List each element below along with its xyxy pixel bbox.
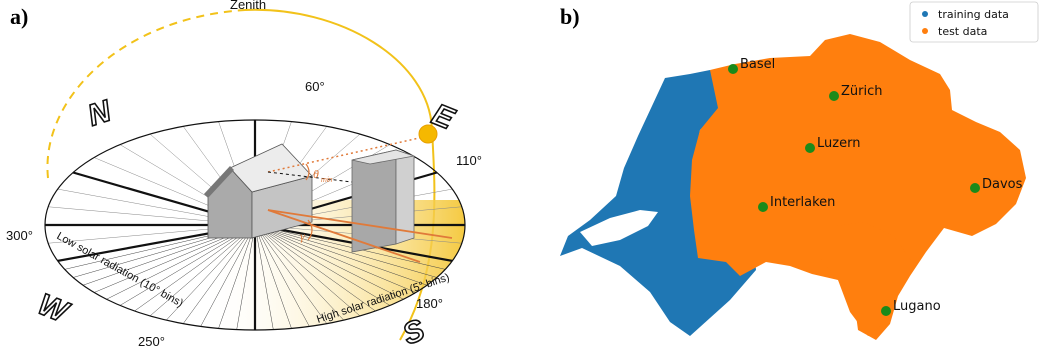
city-marker-luzern	[805, 143, 815, 153]
azimuth-bin-line	[122, 224, 256, 320]
gamma-ray-1	[267, 209, 453, 239]
city-marker-zurich	[829, 91, 839, 101]
ground-ellipse	[44, 119, 466, 331]
obstructing-building	[351, 149, 415, 253]
azimuth-bin-line	[254, 224, 445, 292]
panel-b-label: b)	[560, 4, 580, 29]
azimuth-bin-line	[254, 224, 316, 330]
training-data-region	[560, 70, 756, 336]
legend: training data test data	[909, 1, 1039, 43]
theta-label: θ	[313, 167, 319, 181]
city-markers: Basel Zürich Luzern Davos Interlaken Lug…	[728, 57, 1023, 316]
legend-swatch-test	[922, 28, 928, 34]
legend-label-test: test data	[938, 25, 987, 38]
azimuth-bin-line	[254, 224, 353, 330]
azimuth-bin-line	[106, 224, 256, 314]
azimuth-bin-line	[91, 224, 256, 307]
azimuth-bin-line	[254, 224, 296, 330]
azimuth-bin-line	[157, 224, 256, 330]
azimuth-bin-line	[214, 224, 256, 330]
theta-subscript: min	[321, 177, 332, 184]
gamma-arc	[307, 219, 313, 241]
azimuth-bin-line	[254, 224, 456, 283]
degree-250: 250°	[138, 334, 165, 349]
azimuth-bin-line	[254, 224, 419, 307]
test-data-region-south	[820, 222, 912, 336]
city-marker-davos	[970, 183, 980, 193]
test-data-region	[690, 34, 1026, 340]
city-marker-interlaken	[758, 202, 768, 212]
gamma-ray-2	[267, 209, 421, 263]
city-label-basel: Basel	[740, 57, 775, 72]
city-label-davos: Davos	[982, 177, 1023, 192]
compass-north: N	[84, 94, 116, 132]
city-marker-lugano	[881, 306, 891, 316]
city-label-luzern: Luzern	[817, 136, 860, 151]
panel-a-label: a)	[10, 4, 28, 29]
azimuth-bin-line	[254, 224, 371, 326]
solar-diagram: a) Zenith 60° 110° 180° 250° 300° N E S …	[6, 0, 482, 350]
azimuth-bin-line	[254, 224, 276, 330]
house	[204, 143, 313, 239]
azimuth-bin-line	[254, 224, 433, 300]
city-label-zurich: Zürich	[841, 84, 883, 99]
training-data-lake	[580, 210, 658, 246]
legend-swatch-training	[922, 11, 928, 17]
city-label-lugano: Lugano	[893, 299, 941, 314]
degree-180: 180°	[416, 296, 443, 311]
azimuth-bin-line	[139, 224, 256, 326]
theta-arc	[305, 163, 310, 181]
degree-110: 110°	[456, 153, 482, 168]
azimuth-bin-line	[194, 224, 256, 330]
city-marker-basel	[728, 64, 738, 74]
compass-south: S	[398, 313, 429, 350]
horizon-ray	[267, 171, 353, 183]
sun-icon	[418, 124, 438, 144]
switzerland-map: b) Basel Zürich Luzern Davos Interlaken …	[560, 1, 1039, 340]
gamma-label: γ	[300, 229, 305, 243]
sun-ray	[267, 135, 429, 173]
azimuth-bin-line	[254, 224, 335, 330]
azimuth-bin-line	[254, 224, 404, 314]
degree-60: 60°	[305, 79, 325, 94]
legend-box	[909, 1, 1039, 43]
azimuth-bin-line	[254, 224, 388, 320]
azimuth-bin-line	[175, 224, 256, 330]
compass-west: W	[33, 288, 74, 330]
legend-label-training: training data	[938, 8, 1009, 21]
zenith-label: Zenith	[230, 0, 266, 12]
city-label-interlaken: Interlaken	[770, 195, 835, 210]
degree-300: 300°	[6, 228, 33, 243]
sun-path-dashed	[46, 9, 246, 179]
azimuth-bin-line	[234, 224, 256, 330]
